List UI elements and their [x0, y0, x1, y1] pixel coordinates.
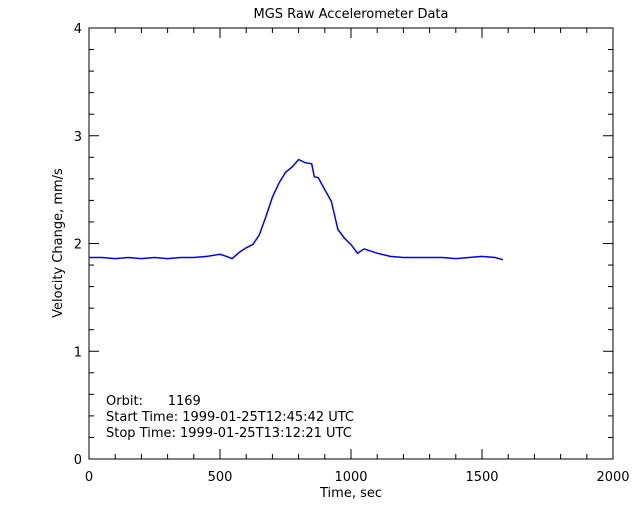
data-series-line: [89, 158, 504, 261]
annotation-stop-time: Stop Time: 1999-01-25T13:12:21 UTC: [106, 426, 352, 441]
annotation-start-time: Start Time: 1999-01-25T12:45:42 UTC: [106, 410, 354, 425]
y-tick-label: 4: [74, 22, 82, 37]
annotation-orbit: Orbit: 1169: [106, 394, 201, 409]
x-axis-label: Time, sec: [319, 486, 382, 501]
y-tick-label: 3: [74, 130, 82, 145]
y-tick-label: 1: [74, 345, 82, 360]
x-tick-label: 1500: [465, 470, 498, 485]
x-tick-label: 0: [85, 470, 93, 485]
x-tick-label: 1000: [334, 470, 367, 485]
chart-title: MGS Raw Accelerometer Data: [253, 7, 448, 22]
y-tick-label: 2: [74, 238, 82, 253]
y-axis-label: Velocity Change, mm/s: [51, 168, 66, 318]
x-tick-label: 2000: [596, 470, 629, 485]
x-tick-label: 500: [208, 470, 233, 485]
y-tick-label: 0: [74, 453, 82, 468]
